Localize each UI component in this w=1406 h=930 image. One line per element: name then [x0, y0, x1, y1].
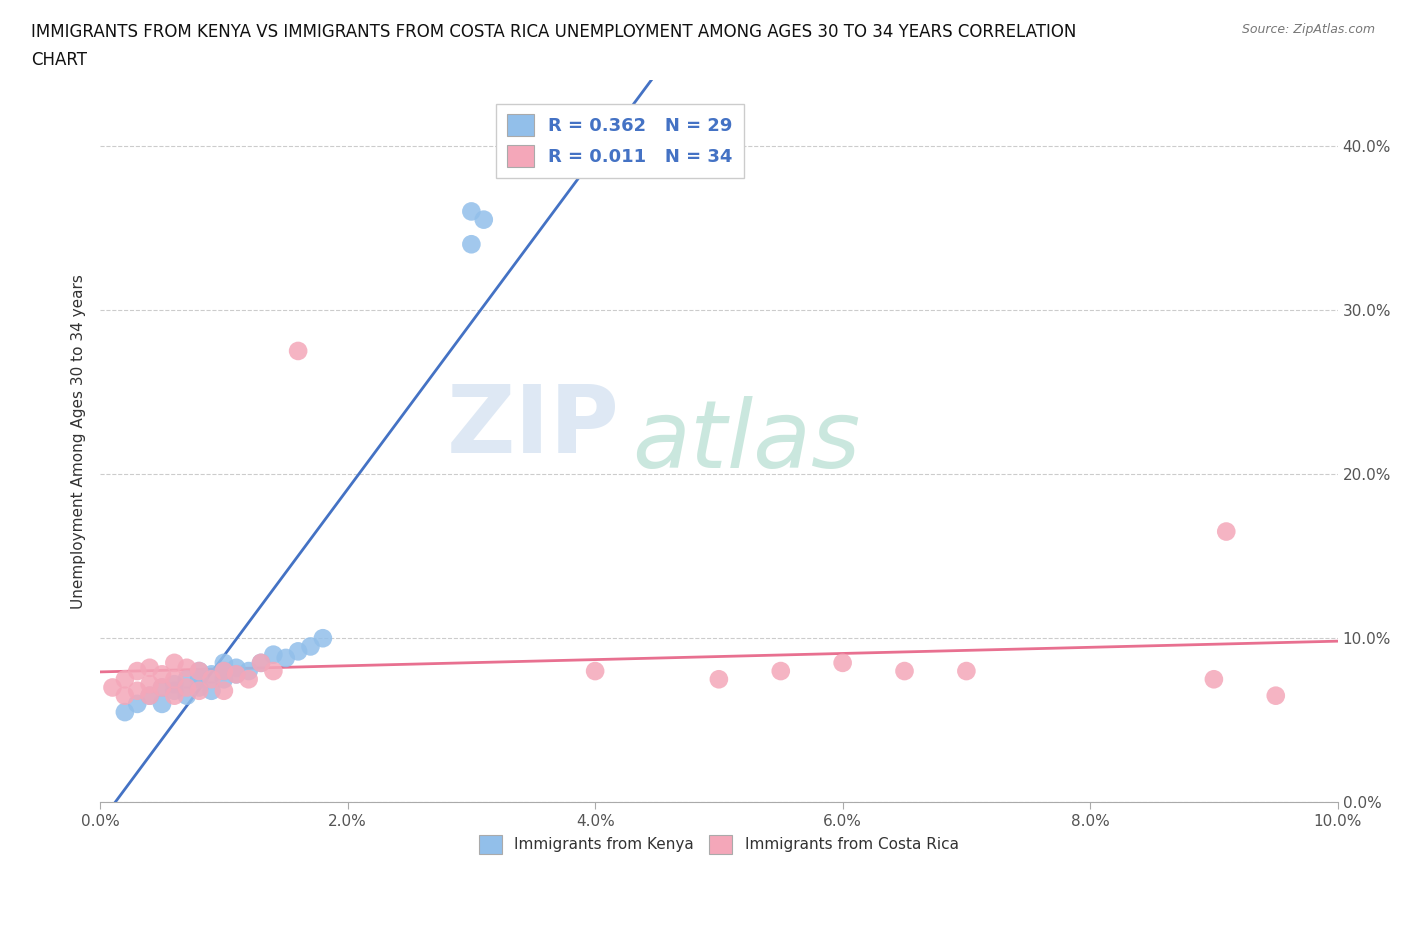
Point: [460, 204, 482, 219]
Legend: Immigrants from Kenya, Immigrants from Costa Rica: Immigrants from Kenya, Immigrants from C…: [474, 829, 965, 859]
Point: [188, 671, 211, 686]
Point: [127, 684, 149, 698]
Point: [176, 660, 198, 675]
Point: [163, 688, 186, 703]
Point: [138, 688, 160, 703]
Point: [238, 664, 260, 679]
Point: [831, 656, 853, 671]
Point: [707, 671, 730, 686]
Point: [225, 667, 247, 682]
Point: [250, 656, 273, 671]
Point: [176, 671, 198, 686]
Point: [1202, 671, 1225, 686]
Point: [101, 680, 124, 695]
Point: [176, 688, 198, 703]
Point: [114, 688, 136, 703]
Point: [312, 631, 335, 645]
Point: [472, 212, 495, 227]
Point: [188, 680, 211, 695]
Point: [150, 697, 173, 711]
Point: [287, 644, 309, 658]
Point: [955, 664, 977, 679]
Point: [893, 664, 915, 679]
Point: [200, 667, 222, 682]
Point: [188, 684, 211, 698]
Point: [262, 664, 284, 679]
Point: [150, 680, 173, 695]
Point: [163, 671, 186, 686]
Point: [225, 660, 247, 675]
Point: [127, 697, 149, 711]
Point: [299, 639, 322, 654]
Text: IMMIGRANTS FROM KENYA VS IMMIGRANTS FROM COSTA RICA UNEMPLOYMENT AMONG AGES 30 T: IMMIGRANTS FROM KENYA VS IMMIGRANTS FROM…: [31, 23, 1077, 41]
Point: [188, 664, 211, 679]
Point: [163, 656, 186, 671]
Point: [138, 660, 160, 675]
Point: [127, 664, 149, 679]
Y-axis label: Unemployment Among Ages 30 to 34 years: Unemployment Among Ages 30 to 34 years: [72, 273, 86, 608]
Point: [1215, 525, 1237, 539]
Point: [212, 656, 235, 671]
Point: [212, 664, 235, 679]
Point: [150, 680, 173, 695]
Point: [1264, 688, 1286, 703]
Point: [212, 664, 235, 679]
Point: [188, 664, 211, 679]
Point: [114, 705, 136, 720]
Point: [225, 667, 247, 682]
Text: CHART: CHART: [31, 51, 87, 69]
Point: [262, 647, 284, 662]
Point: [238, 671, 260, 686]
Text: ZIP: ZIP: [447, 380, 620, 472]
Point: [460, 237, 482, 252]
Point: [274, 650, 297, 665]
Point: [250, 656, 273, 671]
Point: [138, 688, 160, 703]
Point: [583, 664, 606, 679]
Point: [138, 677, 160, 692]
Point: [176, 680, 198, 695]
Point: [212, 671, 235, 686]
Text: Source: ZipAtlas.com: Source: ZipAtlas.com: [1241, 23, 1375, 36]
Point: [163, 684, 186, 698]
Point: [200, 671, 222, 686]
Point: [769, 664, 792, 679]
Text: atlas: atlas: [633, 396, 860, 486]
Point: [114, 671, 136, 686]
Point: [287, 343, 309, 358]
Point: [212, 684, 235, 698]
Point: [200, 684, 222, 698]
Point: [150, 667, 173, 682]
Point: [163, 677, 186, 692]
